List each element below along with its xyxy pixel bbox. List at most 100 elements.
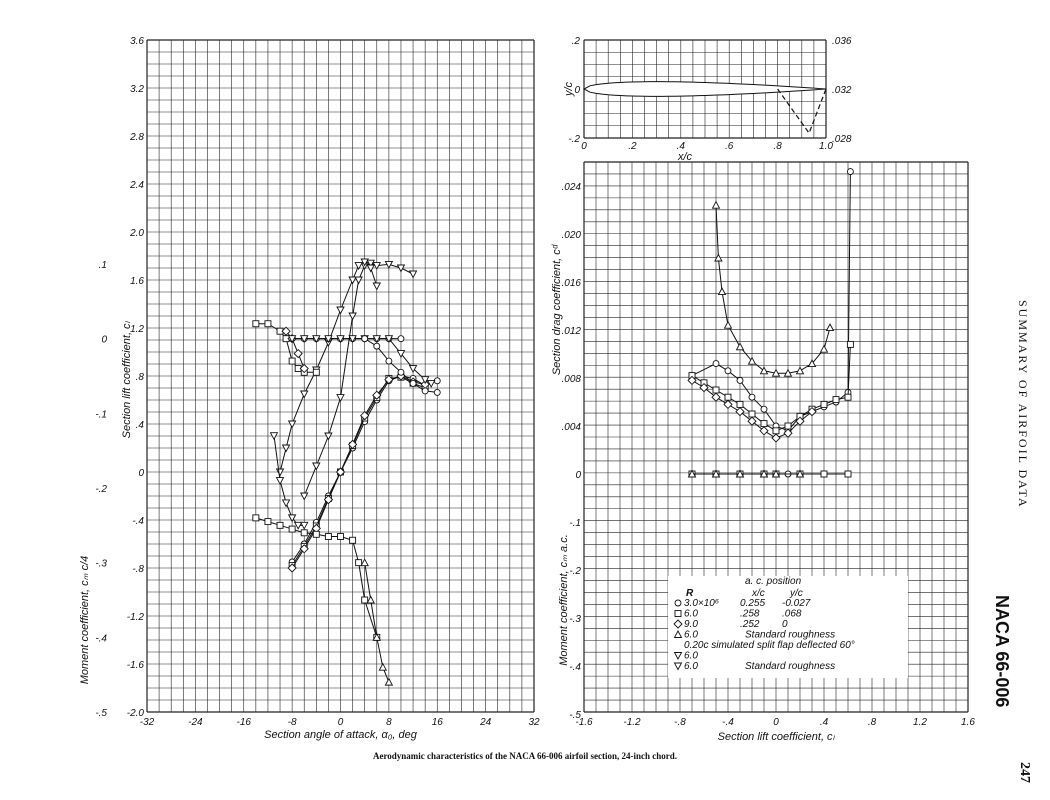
legend-row-0-yc: -0.027 bbox=[782, 598, 811, 609]
right-series-6-point bbox=[735, 469, 745, 478]
left-series-8-point bbox=[384, 335, 394, 344]
left-series-8-point bbox=[312, 335, 321, 344]
right-series-5-point bbox=[844, 470, 852, 478]
left-moment-tick-label: -.5 bbox=[95, 708, 107, 719]
left-series-8-point bbox=[299, 335, 309, 344]
left-y-tick-label: 0 bbox=[138, 468, 144, 479]
left-series-4-point bbox=[287, 420, 297, 429]
right-moment-tick-label: -.2 bbox=[569, 566, 581, 577]
left-y-tick-label: -1.2 bbox=[127, 612, 145, 623]
right-series-1-point bbox=[748, 410, 756, 418]
left-y-tick-label: -1.6 bbox=[127, 660, 145, 671]
right-drag-tick-label: .012 bbox=[562, 326, 582, 337]
left-series-3-point bbox=[366, 259, 375, 268]
right-series-3-point bbox=[825, 323, 835, 332]
left-lift-moment-chart: -32 -24 -16 -8 0 8 16 24 32 -2.0 -1.6 -1.2 -.8 -.4 0 .4… bbox=[79, 36, 540, 741]
right-drag-tick-label: .004 bbox=[562, 422, 582, 433]
left-series-3-point bbox=[354, 276, 363, 285]
legend-yc-header: y/c bbox=[789, 588, 803, 599]
right-drag-tick-label: 0 bbox=[575, 470, 581, 481]
right-moment-tick-label: -.4 bbox=[569, 662, 581, 673]
left-series-11-point bbox=[378, 662, 388, 671]
airfoil-right-tick-label: .028 bbox=[832, 134, 852, 145]
left-series-3-point bbox=[396, 264, 406, 273]
legend-row-5-r: 6.0 bbox=[684, 651, 698, 662]
left-series-7-point bbox=[293, 348, 303, 359]
legend-row-1-r: 6.0 bbox=[684, 609, 698, 620]
airfoil-x-tick-label: .6 bbox=[725, 141, 734, 152]
left-series-7-point bbox=[281, 326, 291, 336]
right-series-3-line bbox=[715, 205, 831, 374]
left-series-6-point bbox=[288, 357, 296, 365]
right-series-3-point bbox=[723, 320, 733, 329]
airfoil-y-tick-label: -.2 bbox=[568, 134, 580, 145]
left-series-3-point bbox=[384, 260, 394, 269]
left-x-tick-label: 24 bbox=[479, 717, 492, 728]
left-series-3-line bbox=[303, 262, 414, 497]
right-series-6-point bbox=[795, 469, 805, 478]
left-moment-tick-label: -.3 bbox=[95, 559, 107, 570]
right-x-tick-label: 1.2 bbox=[913, 717, 927, 728]
right-series-1-point bbox=[784, 422, 792, 430]
left-x-tick-label: -32 bbox=[140, 717, 155, 728]
right-series-2-point bbox=[687, 375, 697, 386]
right-series-3-point bbox=[771, 368, 781, 377]
right-series-1-point bbox=[772, 427, 780, 435]
legend-row-1-xc: .258 bbox=[740, 609, 760, 620]
left-series-6-point bbox=[252, 320, 260, 328]
right-x-tick-label: .8 bbox=[868, 717, 877, 728]
left-series-4-point bbox=[354, 262, 363, 271]
left-series-8-point bbox=[420, 376, 430, 385]
right-drag-tick-label: .024 bbox=[562, 182, 582, 193]
right-x-tick-label: -1.2 bbox=[623, 717, 641, 728]
legend-row-6-r: 6.0 bbox=[684, 661, 698, 672]
left-series-2-point bbox=[360, 410, 370, 421]
page-number: 247 bbox=[1017, 762, 1032, 783]
left-y-tick-label: 1.6 bbox=[130, 276, 144, 287]
legend-row-5-marker bbox=[673, 652, 683, 660]
left-series-7-line bbox=[285, 330, 305, 369]
left-series-8-point bbox=[426, 380, 436, 388]
left-series-12-point bbox=[293, 521, 303, 530]
right-moment-tick-label: -.5 bbox=[569, 710, 581, 721]
left-series-10-point bbox=[276, 521, 284, 529]
left-moment-tick-label: 0 bbox=[101, 335, 107, 346]
left-y-tick-label: .8 bbox=[136, 372, 145, 383]
section-title: SUMMARY OF AIRFOIL DATA bbox=[1016, 300, 1030, 509]
left-moment-tick-label: -.2 bbox=[95, 484, 107, 495]
left-series-8-point bbox=[287, 335, 297, 344]
left-y-tick-label: 3.2 bbox=[130, 84, 144, 95]
right-drag-tick-label: .008 bbox=[562, 374, 582, 385]
right-series-0-point bbox=[724, 367, 732, 375]
left-y-tick-label: -.4 bbox=[132, 516, 144, 527]
left-x-tick-label: -24 bbox=[188, 717, 203, 728]
left-series-3-point bbox=[324, 432, 333, 441]
right-x-tick-label: -.8 bbox=[674, 717, 686, 728]
left-series-9-point bbox=[433, 388, 441, 396]
chart-legend: a. c. position R x/c y/c 3.0×10⁶ 0.255 -0.027 6… bbox=[668, 576, 908, 678]
legend-row-2-yc: 0 bbox=[782, 619, 788, 630]
right-series-1-point bbox=[712, 386, 720, 394]
legend-row-2-xc: .252 bbox=[740, 619, 760, 630]
airfoil-x-tick-label: 0 bbox=[581, 141, 587, 152]
left-y-tick-label: 2.0 bbox=[129, 228, 144, 239]
airfoil-x-tick-label: .2 bbox=[628, 141, 637, 152]
left-x-tick-label: -8 bbox=[288, 717, 297, 728]
left-moment-tick-label: .1 bbox=[99, 260, 107, 271]
left-y-tick-label: 2.8 bbox=[129, 132, 144, 143]
right-series-2-point bbox=[711, 392, 721, 402]
right-series-2-point bbox=[795, 416, 805, 426]
right-drag-axis-label: Section drag coefficient, cᵈ bbox=[551, 244, 563, 375]
left-series-2-point bbox=[335, 467, 346, 477]
left-series-10-point bbox=[324, 533, 332, 540]
right-series-0-point bbox=[846, 168, 854, 176]
left-series-2-point bbox=[347, 439, 358, 450]
right-series-0-point bbox=[748, 393, 756, 401]
left-series-10-point bbox=[349, 536, 357, 544]
right-series-3-point bbox=[711, 200, 721, 209]
left-y-tick-label: -.8 bbox=[132, 564, 144, 575]
left-series-8-point bbox=[408, 365, 418, 373]
left-series-4-point bbox=[336, 306, 345, 315]
left-x-axis-label: Section angle of attack, α₀, deg bbox=[264, 729, 418, 741]
right-series-6-point bbox=[711, 469, 721, 478]
